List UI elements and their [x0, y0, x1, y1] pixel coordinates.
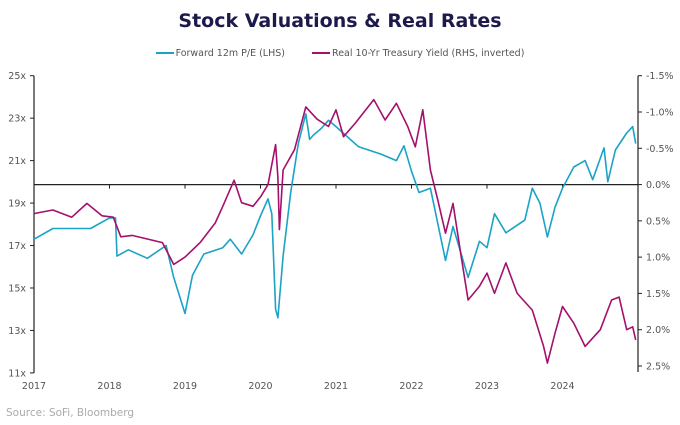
left-axis-tick-label: 15x — [8, 283, 26, 294]
left-axis-tick-label: 17x — [8, 241, 26, 252]
x-axis-tick-label: 2018 — [97, 381, 121, 392]
right-axis-tick-label: 0.0% — [646, 180, 670, 191]
right-axis-tick-label: 0.5% — [646, 216, 670, 227]
legend-label-pe: Forward 12m P/E (LHS) — [175, 47, 285, 59]
left-axis-tick-label: 23x — [8, 114, 26, 125]
right-axis-tick-label: -0.5% — [646, 144, 674, 155]
legend-swatch-yield — [312, 52, 331, 54]
legend: Forward 12m P/E (LHS) Real 10-Yr Treasur… — [0, 46, 680, 59]
legend-swatch-pe — [155, 52, 174, 54]
left-axis-tick-label: 19x — [8, 199, 26, 210]
legend-item-yield: Real 10-Yr Treasury Yield (RHS, inverted… — [312, 48, 524, 59]
source-note: Source: SoFi, Bloomberg — [6, 407, 135, 419]
right-axis-tick-label: 1.0% — [646, 253, 670, 264]
x-axis-tick-label: 2019 — [173, 381, 197, 392]
x-axis-tick-label: 2023 — [475, 381, 499, 392]
right-axis-tick-label: 2.5% — [646, 362, 670, 373]
x-axis-tick-label: 2021 — [324, 381, 348, 392]
left-axis-tick-label: 11x — [8, 368, 26, 379]
x-axis-tick-label: 2017 — [22, 381, 46, 392]
x-axis-tick-label: 2024 — [550, 381, 574, 392]
chart-title: Stock Valuations & Real Rates — [178, 10, 502, 32]
x-axis-tick-label: 2022 — [399, 381, 423, 392]
x-axis-tick-label: 2020 — [248, 381, 272, 392]
right-axis-tick-label: -1.0% — [646, 107, 674, 118]
legend-item-pe: Forward 12m P/E (LHS) — [155, 47, 285, 59]
left-axis-tick-label: 13x — [8, 326, 26, 337]
legend-label-yield: Real 10-Yr Treasury Yield (RHS, inverted… — [332, 47, 525, 59]
right-axis-tick-label: -1.5% — [646, 71, 674, 82]
left-axis-tick-label: 21x — [8, 156, 26, 167]
left-axis-tick-label: 25x — [8, 71, 26, 82]
right-axis-tick-label: 2.0% — [646, 325, 670, 336]
right-axis-tick-label: 1.5% — [646, 289, 670, 300]
pe-series-line — [33, 113, 637, 319]
real-yield-series-line — [33, 98, 637, 364]
